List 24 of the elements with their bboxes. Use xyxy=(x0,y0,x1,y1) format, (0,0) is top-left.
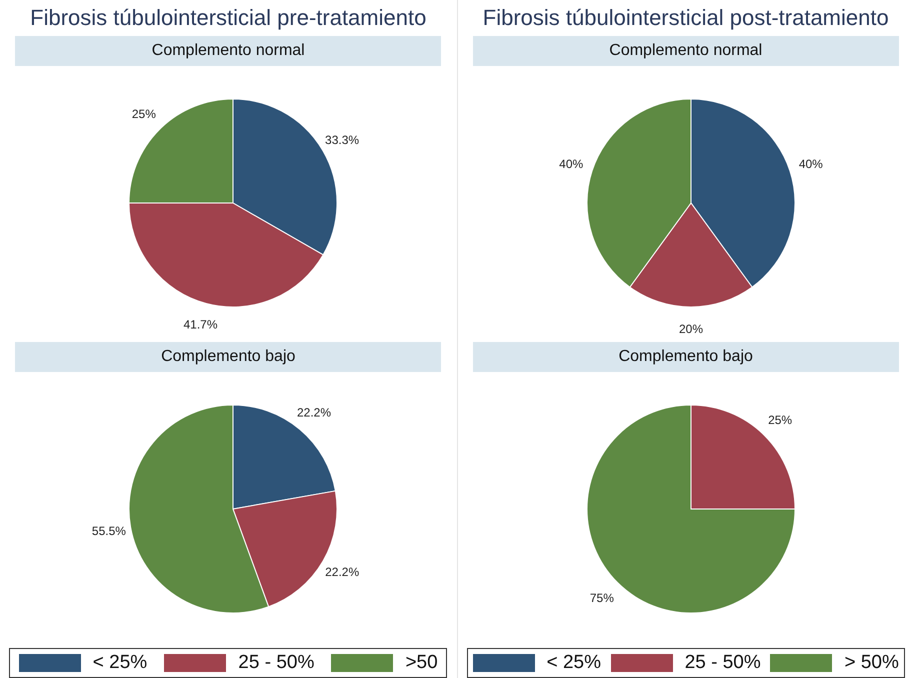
legend-label: > 50% xyxy=(844,652,899,674)
chart-subtitle: Complemento normal xyxy=(15,36,442,66)
data-label: 40% xyxy=(558,157,584,172)
data-label: 41.7% xyxy=(184,318,218,332)
chart-subtitle: Complemento normal xyxy=(472,36,899,66)
pie-slice xyxy=(586,404,796,614)
data-label: 25% xyxy=(132,106,156,121)
data-label: 25% xyxy=(768,412,792,427)
data-label: 22.2% xyxy=(325,565,360,579)
data-label: 75% xyxy=(590,591,614,606)
legend-label: >50 xyxy=(405,652,438,674)
data-label: 22.2% xyxy=(297,405,332,420)
legend-label: < 25% xyxy=(546,652,601,674)
legend-label: < 25% xyxy=(92,652,148,674)
chart-title: Fibrosis túbulointersticial pre-tratamiento xyxy=(29,4,428,32)
legend-label: 25 - 50% xyxy=(684,652,761,674)
data-label: 40% xyxy=(798,157,823,172)
chart-subtitle: Complemento bajo xyxy=(472,342,899,372)
chart-title: Fibrosis túbulointersticial post-tratamiento xyxy=(482,4,890,32)
legend-label: 25 - 50% xyxy=(238,652,314,674)
data-label: 55.5% xyxy=(92,524,127,538)
data-label: 20% xyxy=(678,322,704,336)
chart-subtitle: Complemento bajo xyxy=(15,342,442,372)
data-label: 33.3% xyxy=(325,132,360,147)
